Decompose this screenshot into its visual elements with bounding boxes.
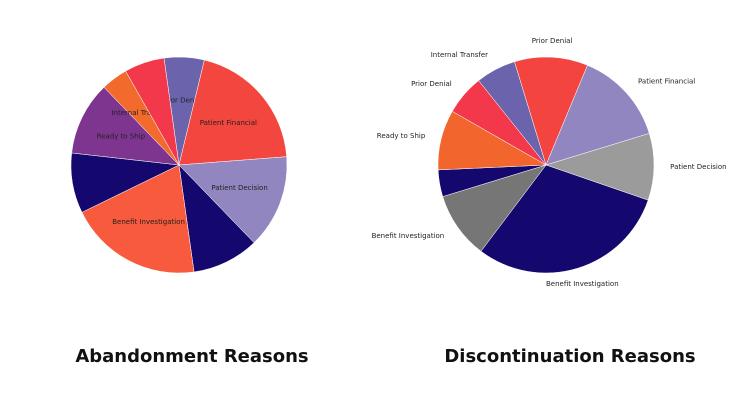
- pie-slice: [178, 59, 287, 166]
- pie-slice: [545, 64, 650, 166]
- pie-slice: [480, 164, 649, 274]
- slice-label: Ready to Ship: [377, 132, 426, 140]
- slice-label: Prior Denial: [162, 96, 203, 104]
- pie-title: Discontinuation Reasons: [444, 346, 695, 367]
- slice-label: Prior Denial: [411, 80, 452, 88]
- slice-label: Benefit Investigation: [372, 232, 445, 240]
- slice-label: Benefit Investigation: [112, 218, 185, 226]
- pie-slice: [81, 164, 195, 274]
- pie-title: Abandonment Reasons: [75, 346, 308, 367]
- pie-slice: [125, 57, 180, 166]
- slice-label: Patient Financial: [638, 78, 695, 86]
- slice-label: Internal Transfer: [431, 51, 488, 59]
- slice-label: Internal Transfer: [112, 109, 169, 117]
- slice-label: Benefit Investigation: [546, 280, 619, 288]
- pie-slice: [514, 56, 588, 166]
- pie-slice: [478, 61, 547, 166]
- slice-label: Patient Decision: [211, 184, 267, 192]
- pie-slice: [178, 156, 288, 244]
- slice-label: Patient Financial: [200, 119, 257, 127]
- slice-label: Ready to Ship: [97, 132, 146, 140]
- pie: Prior Denial Patient Financial Patient Dec…: [372, 37, 727, 367]
- pie: Prior Denial Patient Financial Patient Dec…: [70, 56, 309, 367]
- slice-label: Patient Decision: [670, 163, 726, 171]
- pie-slice: [71, 86, 180, 166]
- slice-label: Prior Denial: [532, 37, 573, 45]
